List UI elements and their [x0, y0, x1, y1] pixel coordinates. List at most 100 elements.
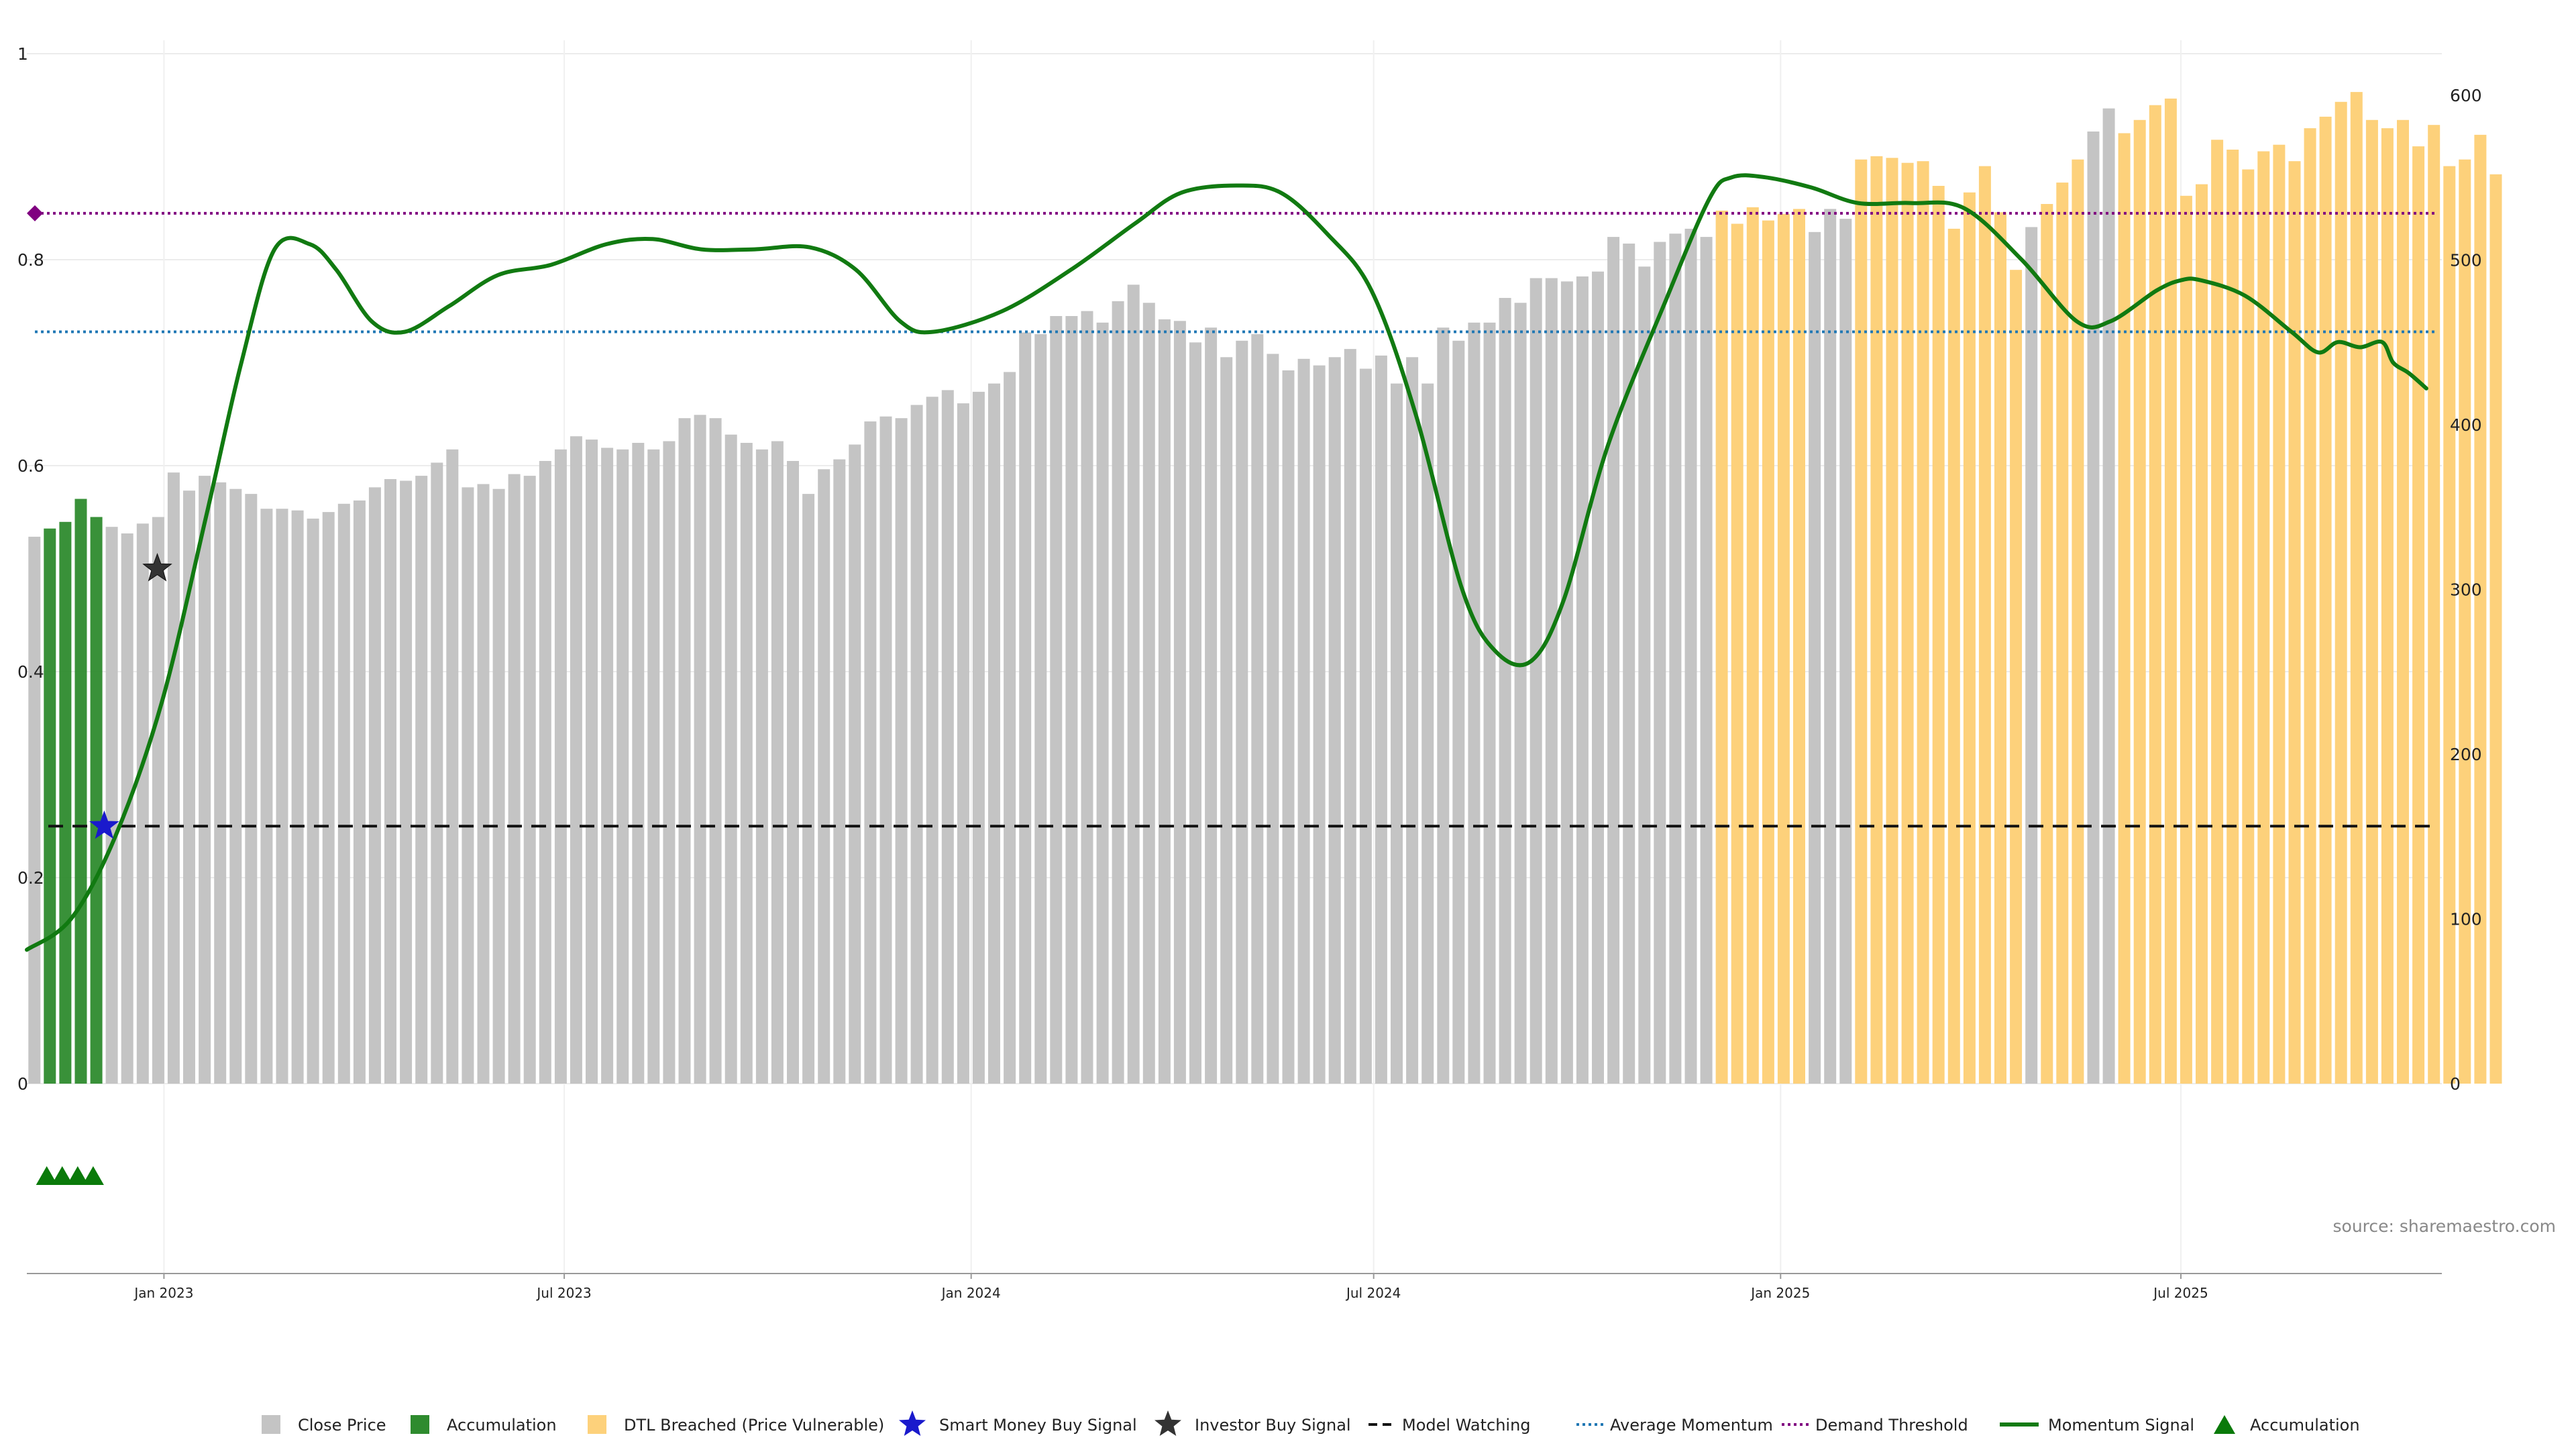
- close-price-bar: [647, 449, 660, 1084]
- left-axis-tick-label: 0.8: [17, 250, 44, 270]
- close-price-bar: [802, 494, 815, 1084]
- close-price-bar: [1173, 321, 1186, 1084]
- dtl-breached-bar: [1994, 212, 2006, 1084]
- accumulation-bar: [59, 521, 72, 1084]
- legend-item: Investor Buy Signal: [1155, 1410, 1351, 1436]
- dtl-breached-bar: [2211, 140, 2224, 1084]
- legend-square-icon: [411, 1415, 429, 1434]
- close-price-bar: [1359, 368, 1372, 1084]
- close-price-bar: [229, 488, 242, 1084]
- close-price-bar: [291, 510, 304, 1084]
- dtl-breached-bar: [2118, 133, 2131, 1084]
- close-price-bar: [755, 449, 768, 1084]
- legend-item: Demand Threshold: [1782, 1416, 1968, 1435]
- dtl-breached-bar: [1978, 166, 1991, 1084]
- close-price-bar: [849, 444, 861, 1084]
- dtl-breached-bar: [1947, 228, 1960, 1084]
- close-price-bar: [539, 461, 551, 1084]
- source-label: source: sharemaestro.com: [2333, 1216, 2557, 1236]
- close-price-bar: [492, 488, 505, 1084]
- markers-layer: [27, 205, 172, 1185]
- close-price-bar: [663, 441, 676, 1084]
- close-price-bar: [1406, 357, 1419, 1084]
- close-price-bar: [910, 405, 923, 1084]
- accumulation-triangle-marker: [36, 1166, 58, 1185]
- close-price-bar: [2087, 132, 2100, 1084]
- close-price-bar: [864, 421, 877, 1084]
- close-price-bar: [1607, 237, 1620, 1084]
- close-price-bar: [245, 494, 258, 1084]
- close-price-bar: [1839, 219, 1852, 1084]
- close-price-bar: [446, 449, 459, 1084]
- legend-star-icon: [899, 1410, 926, 1436]
- close-price-bar: [1391, 383, 1403, 1084]
- x-axis-tick-label: Jul 2023: [535, 1285, 591, 1301]
- left-axis-tick-label: 0.4: [17, 662, 44, 682]
- close-price-bar: [1592, 271, 1604, 1084]
- dtl-breached-bar: [2474, 134, 2487, 1084]
- dtl-breached-bar: [2319, 116, 2332, 1084]
- close-price-bar: [1514, 303, 1527, 1084]
- close-price-bar: [1236, 340, 1248, 1084]
- close-price-bar: [1328, 357, 1341, 1084]
- dtl-breached-bar: [2412, 146, 2425, 1084]
- close-price-bar: [136, 523, 149, 1084]
- close-price-bar: [771, 441, 784, 1084]
- x-axis-tick-label: Jul 2025: [2152, 1285, 2208, 1301]
- legend-label: Accumulation: [447, 1416, 557, 1435]
- close-price-bar: [1809, 231, 1821, 1084]
- close-price-bar: [601, 448, 614, 1084]
- dtl-breached-bar: [2196, 184, 2208, 1084]
- close-price-bar: [1545, 278, 1558, 1084]
- close-price-bar: [879, 416, 892, 1084]
- close-price-bar: [1096, 322, 1109, 1084]
- close-price-bar: [1437, 327, 1450, 1084]
- close-price-bar: [384, 479, 396, 1084]
- close-price-bar: [1297, 358, 1310, 1084]
- close-price-bar: [957, 403, 969, 1084]
- dtl-breached-bar: [2459, 159, 2471, 1084]
- close-price-bar: [833, 459, 846, 1084]
- accumulation-bar: [74, 499, 87, 1084]
- close-price-bar: [724, 434, 737, 1084]
- close-price-bar: [1576, 276, 1589, 1084]
- dtl-breached-bar: [2489, 174, 2502, 1084]
- legend-triangle-icon: [2214, 1415, 2235, 1434]
- accumulation-triangle-marker: [66, 1166, 89, 1185]
- legend-label: Smart Money Buy Signal: [939, 1416, 1137, 1435]
- dtl-breached-bar: [2397, 119, 2409, 1084]
- close-price-bar: [322, 512, 335, 1084]
- close-price-bar: [1127, 284, 1140, 1084]
- legend-label: Investor Buy Signal: [1195, 1416, 1351, 1435]
- legend-star-icon: [1155, 1410, 1181, 1436]
- dtl-breached-bar: [1886, 158, 1898, 1084]
- close-price-bar: [570, 436, 582, 1084]
- close-price-bar: [1112, 301, 1124, 1084]
- dtl-breached-bar: [1715, 210, 1728, 1084]
- dtl-breached-bar: [1870, 156, 1883, 1084]
- close-price-bar: [353, 500, 366, 1084]
- dtl-breached-bar: [2273, 144, 2286, 1084]
- close-price-bar: [895, 418, 908, 1084]
- dtl-breached-bar: [2257, 151, 2270, 1084]
- close-price-bar: [1654, 242, 1666, 1084]
- close-price-bar: [1050, 316, 1063, 1084]
- legend-item: Model Watching: [1368, 1416, 1531, 1435]
- close-price-bar: [415, 476, 428, 1084]
- dtl-breached-bar: [2133, 119, 2146, 1084]
- legend-label: Model Watching: [1402, 1416, 1531, 1435]
- momentum-layer: [25, 173, 2428, 952]
- dtl-breached-bar: [2226, 150, 2239, 1084]
- legend-label: Momentum Signal: [2048, 1416, 2194, 1435]
- close-price-bar: [632, 443, 645, 1084]
- close-price-bar: [972, 391, 985, 1084]
- close-price-bar: [307, 518, 319, 1084]
- close-price-bar: [1684, 228, 1697, 1084]
- close-price-bar: [1220, 357, 1233, 1084]
- close-price-bar: [276, 509, 288, 1084]
- close-price-bar: [431, 462, 443, 1084]
- close-price-bar: [400, 480, 413, 1084]
- dtl-breached-bar: [2443, 166, 2456, 1084]
- close-price-bar: [1251, 334, 1264, 1084]
